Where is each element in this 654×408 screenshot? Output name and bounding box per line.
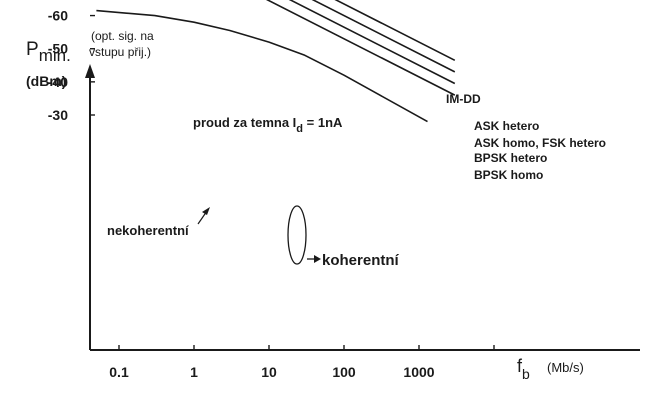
y-axis-unit: (dBm) [26, 73, 66, 89]
axes [85, 64, 640, 351]
x-tick-label: 0.1 [109, 364, 129, 380]
label-noncoherent: nekoherentní [107, 223, 189, 238]
x-axis-title-main: f [517, 356, 523, 376]
y-tick-label: -50 [48, 41, 68, 57]
coherent-arrowhead [314, 255, 321, 263]
y-axis-title: Pmin. [26, 39, 71, 65]
y-tick-label: -30 [48, 107, 68, 123]
series-line-bpsk-homo [334, 0, 456, 62]
noncoherent-arrowhead [202, 207, 210, 215]
x-axis-unit: (Mb/s) [547, 360, 584, 375]
label-ask-homo-fsk-hetero: ASK homo, FSK hetero [474, 136, 606, 150]
label-ask-hetero: ASK hetero [474, 119, 539, 133]
label-coherent: koherentní [322, 252, 400, 269]
coherent-ellipse [287, 205, 307, 265]
label-bpsk-hetero: BPSK hetero [474, 151, 547, 165]
curves [96, 0, 456, 123]
series-line-ask-homo-fsk-hetero [288, 0, 456, 85]
y-axis-note-2: vstupu přij.) [89, 45, 151, 59]
x-tick-label: 1 [190, 364, 198, 380]
y-axis-title-main: P [26, 39, 39, 60]
x-tick-label: 1000 [403, 364, 434, 380]
x-tick-label: 100 [332, 364, 356, 380]
label-im-dd: IM-DD [446, 92, 481, 106]
dark-current-prefix: proud za temna I [193, 115, 296, 130]
y-tick-label: -60 [48, 8, 68, 24]
y-tick-label: -40 [48, 74, 68, 90]
series-line-bpsk-hetero [311, 0, 456, 73]
x-tick-label: 10 [261, 364, 277, 380]
x-axis-title-sub: b [522, 366, 530, 382]
series-line-im-dd [96, 9, 428, 123]
y-axis-arrowhead [85, 64, 95, 78]
dark-current-sub: d [296, 123, 303, 135]
dark-current-label: proud za temna Id = 1nA [193, 115, 343, 135]
y-axis-note-1: (opt. sig. na [91, 29, 154, 43]
dark-current-suffix: = 1nA [303, 115, 343, 130]
x-axis-title: fb [517, 356, 530, 382]
y-axis-title-sub: min. [39, 46, 71, 65]
label-bpsk-homo: BPSK homo [474, 168, 543, 182]
series-line-ask-hetero [265, 0, 456, 96]
